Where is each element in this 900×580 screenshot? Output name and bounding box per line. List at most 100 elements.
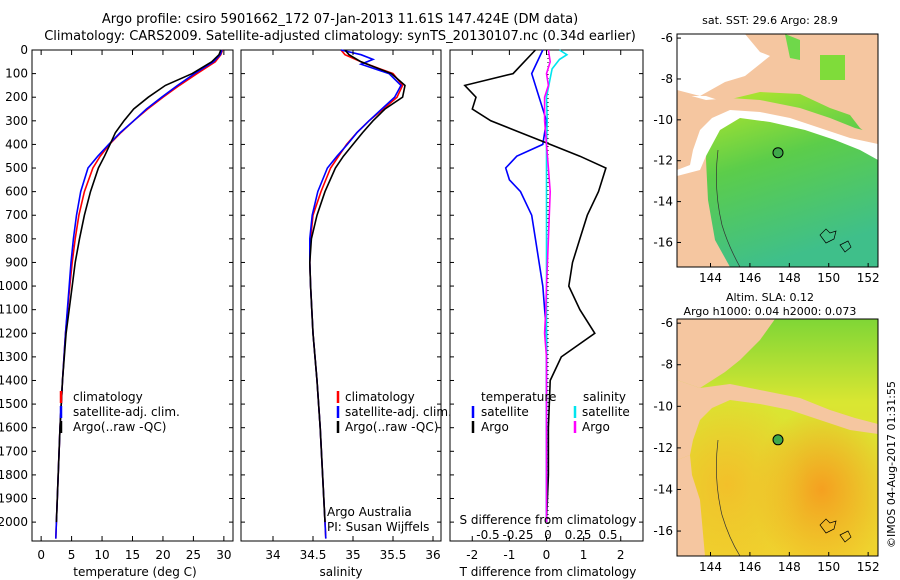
sla-contour xyxy=(716,439,741,556)
sst-coastal-no-data xyxy=(677,96,878,176)
sla-map-title-line2: Argo h1000: 0.04 h2000: 0.073 xyxy=(684,305,857,318)
latitude-label: -14 xyxy=(653,195,673,209)
sst-map-frame xyxy=(676,33,879,268)
temperature-plot-frame xyxy=(31,49,234,542)
depth-tick-label: 500 xyxy=(5,161,28,175)
latitude-label: -10 xyxy=(653,399,673,413)
x-tick-label: 36 xyxy=(425,548,440,562)
legend-s-argo-label: Argo xyxy=(582,420,610,434)
longitude-label: 146 xyxy=(738,560,761,574)
institution-annotation: Argo Australia xyxy=(327,505,412,519)
s-tick-label: 0 xyxy=(544,528,552,542)
s-tick-label: -0.5 xyxy=(476,528,499,542)
figure-title-line2: Climatology: CARS2009. Satellite-adjuste… xyxy=(44,29,636,44)
depth-tick-label: 100 xyxy=(5,67,28,81)
figure-title-line1: Argo profile: csiro 5901662_172 07-Jan-2… xyxy=(101,12,579,27)
depth-tick-label: 1400 xyxy=(0,373,28,387)
sst-pixels xyxy=(820,55,845,80)
legend-argo-label: Argo(..raw -QC) xyxy=(73,420,166,434)
depth-tick-label: 1000 xyxy=(0,279,28,293)
latitude-label: -12 xyxy=(653,154,673,168)
latitude-label: -14 xyxy=(653,482,673,496)
longitude-label: 148 xyxy=(778,560,801,574)
longitude-label: 148 xyxy=(778,271,801,285)
x-tick-label: 0 xyxy=(543,548,551,562)
sla-land-coast xyxy=(677,380,878,460)
latitude-label: -6 xyxy=(661,316,673,330)
imos-credit: ©IMOS 04-Aug-2017 01:31:55 xyxy=(885,381,898,548)
x-tick-label: 10 xyxy=(94,548,109,562)
sst-land-coast xyxy=(677,92,878,170)
s-tick-label: -0.25 xyxy=(502,528,533,542)
x-tick-label: 0 xyxy=(37,548,45,562)
sla-land-australia xyxy=(677,455,705,556)
s-difference-x-ticks: -0.5 -0.25 0 0.25 0.5 xyxy=(476,528,617,542)
sst-map-ticks: 144 146 148 150 152 -6 -8 -10 -12 -14 -16 xyxy=(653,31,879,285)
temperature-legend: climatology satellite-adj. clim. Argo(..… xyxy=(59,390,180,434)
temperature-panel: 0 5 10 15 20 25 30 0 100 200 300 400 500 600 700 800 90… xyxy=(0,43,234,579)
sla-argo-position-marker xyxy=(772,434,784,446)
depth-tick-label: 1300 xyxy=(0,350,28,364)
depth-tick-label: 900 xyxy=(5,255,28,269)
x-tick-label: 30 xyxy=(216,548,231,562)
sst-pixels xyxy=(785,34,800,60)
depth-tick-label: 600 xyxy=(5,185,28,199)
depth-tick-label: 1900 xyxy=(0,492,28,506)
sla-map-frame xyxy=(676,318,879,557)
legend-climatology-label: climatology xyxy=(73,390,143,404)
salinity-x-label: salinity xyxy=(319,565,362,579)
series-line-s-argo xyxy=(543,49,552,523)
depth-tick-label: 200 xyxy=(5,90,28,104)
x-tick-label: 25 xyxy=(186,548,201,562)
salinity-series xyxy=(308,49,406,539)
depth-tick-label: 1700 xyxy=(0,444,28,458)
x-tick-label: 35 xyxy=(345,548,360,562)
depth-tick-label: 300 xyxy=(5,114,28,128)
x-tick-label: 34 xyxy=(265,548,280,562)
x-tick-label: 15 xyxy=(125,548,140,562)
temperature-x-ticks: 0 5 10 15 20 25 30 xyxy=(32,49,233,562)
latitude-label: -12 xyxy=(653,441,673,455)
salinity-legend: climatology satellite-adj. clim. Argo(..… xyxy=(336,390,452,434)
sst-contour xyxy=(716,149,741,267)
longitude-label: 150 xyxy=(817,560,840,574)
legend-satellite-label: satellite-adj. clim. xyxy=(345,405,452,419)
x-tick-label: 34.5 xyxy=(300,548,327,562)
depth-tick-label: 1200 xyxy=(0,326,28,340)
x-tick-label: 5 xyxy=(68,548,76,562)
legend-salinity-header: salinity xyxy=(583,390,626,404)
depth-axis-ticks: 0 100 200 300 400 500 600 700 800 900 1000 1100 1200… xyxy=(0,43,28,529)
longitude-label: 144 xyxy=(699,560,722,574)
latitude-label: -6 xyxy=(661,31,673,45)
depth-tick-label: 2000 xyxy=(0,515,28,529)
sla-map-title-line1: Altim. SLA: 0.12 xyxy=(726,291,814,304)
t-difference-x-ticks: -2 -1 0 1 2 xyxy=(450,49,643,562)
series-line-argo-raw-qc- xyxy=(55,49,222,523)
longitude-label: 146 xyxy=(738,271,761,285)
latitude-label: -10 xyxy=(653,113,673,127)
sst-map-title: sat. SST: 29.6 Argo: 28.9 xyxy=(702,14,838,27)
sla-map-ticks: 144 146 148 150 152 -6 -8 -10 -12 -14 -16 xyxy=(653,316,879,574)
depth-tick-label: 0 xyxy=(20,43,28,57)
sst-argo-position-marker xyxy=(772,147,784,159)
depth-tick-label: 1600 xyxy=(0,421,28,435)
sla-reef-outline xyxy=(819,518,852,543)
depth-tick-label: 1800 xyxy=(0,468,28,482)
series-line-argo-raw-qc- xyxy=(308,49,406,523)
latitude-label: -16 xyxy=(653,524,673,538)
sst-map-panel: sat. SST: 29.6 Argo: 28.9 144 146 148 150 15… xyxy=(653,14,879,285)
depth-tick-label: 400 xyxy=(5,137,28,151)
difference-legend: temperature salinity satellite Argo sate… xyxy=(471,390,630,434)
x-tick-label: 35.5 xyxy=(380,548,407,562)
legend-t-argo-label: Argo xyxy=(481,420,509,434)
legend-climatology-label: climatology xyxy=(345,390,415,404)
legend-argo-label: Argo(..raw -QC) xyxy=(345,420,438,434)
s-difference-label: S difference from climatology xyxy=(460,513,637,527)
temperature-x-label: temperature (deg C) xyxy=(73,565,196,579)
x-tick-label: -2 xyxy=(466,548,478,562)
t-difference-label: T difference from climatology xyxy=(459,565,637,579)
latitude-label: -8 xyxy=(661,72,673,86)
salinity-plot-frame xyxy=(240,49,442,542)
difference-series xyxy=(463,49,607,523)
